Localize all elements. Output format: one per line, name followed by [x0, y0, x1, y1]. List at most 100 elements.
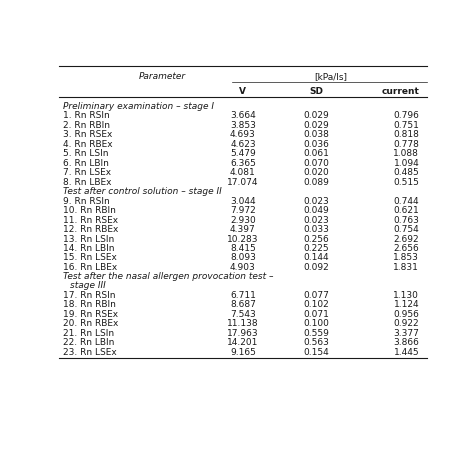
Text: 0.071: 0.071: [303, 310, 329, 319]
Text: [kPa/ls]: [kPa/ls]: [315, 73, 347, 82]
Text: 4.397: 4.397: [230, 225, 256, 234]
Text: 19. Rn RSEx: 19. Rn RSEx: [63, 310, 118, 319]
Text: 0.922: 0.922: [393, 319, 419, 328]
Text: 1.445: 1.445: [393, 347, 419, 356]
Text: 9. Rn RSIn: 9. Rn RSIn: [63, 197, 109, 206]
Text: 3.044: 3.044: [230, 197, 256, 206]
Text: 4.903: 4.903: [230, 263, 256, 272]
Text: 6. Rn LBIn: 6. Rn LBIn: [63, 159, 109, 168]
Text: 0.956: 0.956: [393, 310, 419, 319]
Text: current: current: [382, 87, 419, 96]
Text: 8.093: 8.093: [230, 254, 256, 263]
Text: 0.036: 0.036: [303, 140, 329, 149]
Text: 5. Rn LSIn: 5. Rn LSIn: [63, 149, 109, 158]
Text: 2. Rn RBIn: 2. Rn RBIn: [63, 120, 110, 129]
Text: 0.092: 0.092: [303, 263, 329, 272]
Text: 8.687: 8.687: [230, 300, 256, 309]
Text: 8. Rn LBEx: 8. Rn LBEx: [63, 178, 111, 187]
Text: 1.853: 1.853: [393, 254, 419, 263]
Text: 2.692: 2.692: [393, 235, 419, 244]
Text: 0.070: 0.070: [303, 159, 329, 168]
Text: 23. Rn LSEx: 23. Rn LSEx: [63, 347, 117, 356]
Text: 0.023: 0.023: [303, 197, 329, 206]
Text: 0.154: 0.154: [303, 347, 329, 356]
Text: Preliminary examination – stage I: Preliminary examination – stage I: [63, 101, 214, 110]
Text: 3. Rn RSEx: 3. Rn RSEx: [63, 130, 112, 139]
Text: 0.144: 0.144: [303, 254, 329, 263]
Text: 0.621: 0.621: [393, 206, 419, 215]
Text: 8.415: 8.415: [230, 244, 256, 253]
Text: 1.831: 1.831: [393, 263, 419, 272]
Text: 0.077: 0.077: [303, 291, 329, 300]
Text: 20. Rn RBEx: 20. Rn RBEx: [63, 319, 118, 328]
Text: 17.963: 17.963: [227, 328, 259, 337]
Text: 17. Rn RSIn: 17. Rn RSIn: [63, 291, 116, 300]
Text: 17.074: 17.074: [227, 178, 259, 187]
Text: stage III: stage III: [70, 281, 106, 290]
Text: 0.023: 0.023: [303, 216, 329, 225]
Text: 4. Rn RBEx: 4. Rn RBEx: [63, 140, 112, 149]
Text: 9.165: 9.165: [230, 347, 256, 356]
Text: 11. Rn RSEx: 11. Rn RSEx: [63, 216, 118, 225]
Text: 0.029: 0.029: [303, 111, 329, 120]
Text: 0.033: 0.033: [303, 225, 329, 234]
Text: 10. Rn RBIn: 10. Rn RBIn: [63, 206, 116, 215]
Text: 7. Rn LSEx: 7. Rn LSEx: [63, 168, 111, 177]
Text: SD: SD: [310, 87, 323, 96]
Text: Test after the nasal allergen provocation test –: Test after the nasal allergen provocatio…: [63, 273, 273, 282]
Text: 0.751: 0.751: [393, 120, 419, 129]
Text: 0.515: 0.515: [393, 178, 419, 187]
Text: 6.365: 6.365: [230, 159, 256, 168]
Text: 18. Rn RBIn: 18. Rn RBIn: [63, 300, 116, 309]
Text: 3.866: 3.866: [393, 338, 419, 347]
Text: 16. Rn LBEx: 16. Rn LBEx: [63, 263, 117, 272]
Text: 10.283: 10.283: [227, 235, 259, 244]
Text: 0.100: 0.100: [303, 319, 329, 328]
Text: 3.377: 3.377: [393, 328, 419, 337]
Text: 0.061: 0.061: [303, 149, 329, 158]
Text: 0.763: 0.763: [393, 216, 419, 225]
Text: 0.256: 0.256: [303, 235, 329, 244]
Text: 0.778: 0.778: [393, 140, 419, 149]
Text: 4.081: 4.081: [230, 168, 256, 177]
Text: 0.038: 0.038: [303, 130, 329, 139]
Text: 14.201: 14.201: [227, 338, 259, 347]
Text: 2.930: 2.930: [230, 216, 256, 225]
Text: 0.796: 0.796: [393, 111, 419, 120]
Text: 1.124: 1.124: [393, 300, 419, 309]
Text: 1.088: 1.088: [393, 149, 419, 158]
Text: 4.623: 4.623: [230, 140, 256, 149]
Text: 0.744: 0.744: [393, 197, 419, 206]
Text: 7.972: 7.972: [230, 206, 256, 215]
Text: 0.029: 0.029: [303, 120, 329, 129]
Text: 7.543: 7.543: [230, 310, 256, 319]
Text: 2.656: 2.656: [393, 244, 419, 253]
Text: 3.664: 3.664: [230, 111, 256, 120]
Text: 0.049: 0.049: [303, 206, 329, 215]
Text: 21. Rn LSIn: 21. Rn LSIn: [63, 328, 114, 337]
Text: 13. Rn LSIn: 13. Rn LSIn: [63, 235, 114, 244]
Text: 11.138: 11.138: [227, 319, 259, 328]
Text: Test after control solution – stage II: Test after control solution – stage II: [63, 187, 222, 196]
Text: 1. Rn RSIn: 1. Rn RSIn: [63, 111, 109, 120]
Text: 0.020: 0.020: [303, 168, 329, 177]
Text: V: V: [239, 87, 246, 96]
Text: 0.559: 0.559: [303, 328, 329, 337]
Text: 3.853: 3.853: [230, 120, 256, 129]
Text: 22. Rn LBIn: 22. Rn LBIn: [63, 338, 114, 347]
Text: 12. Rn RBEx: 12. Rn RBEx: [63, 225, 118, 234]
Text: 1.130: 1.130: [393, 291, 419, 300]
Text: 14. Rn LBIn: 14. Rn LBIn: [63, 244, 114, 253]
Text: 5.479: 5.479: [230, 149, 256, 158]
Text: 6.711: 6.711: [230, 291, 256, 300]
Text: 0.818: 0.818: [393, 130, 419, 139]
Text: 15. Rn LSEx: 15. Rn LSEx: [63, 254, 117, 263]
Text: 0.754: 0.754: [393, 225, 419, 234]
Text: Parameter: Parameter: [138, 73, 186, 82]
Text: 4.693: 4.693: [230, 130, 256, 139]
Text: 0.485: 0.485: [393, 168, 419, 177]
Text: 1.094: 1.094: [393, 159, 419, 168]
Text: 0.563: 0.563: [303, 338, 329, 347]
Text: 0.089: 0.089: [303, 178, 329, 187]
Text: 0.102: 0.102: [303, 300, 329, 309]
